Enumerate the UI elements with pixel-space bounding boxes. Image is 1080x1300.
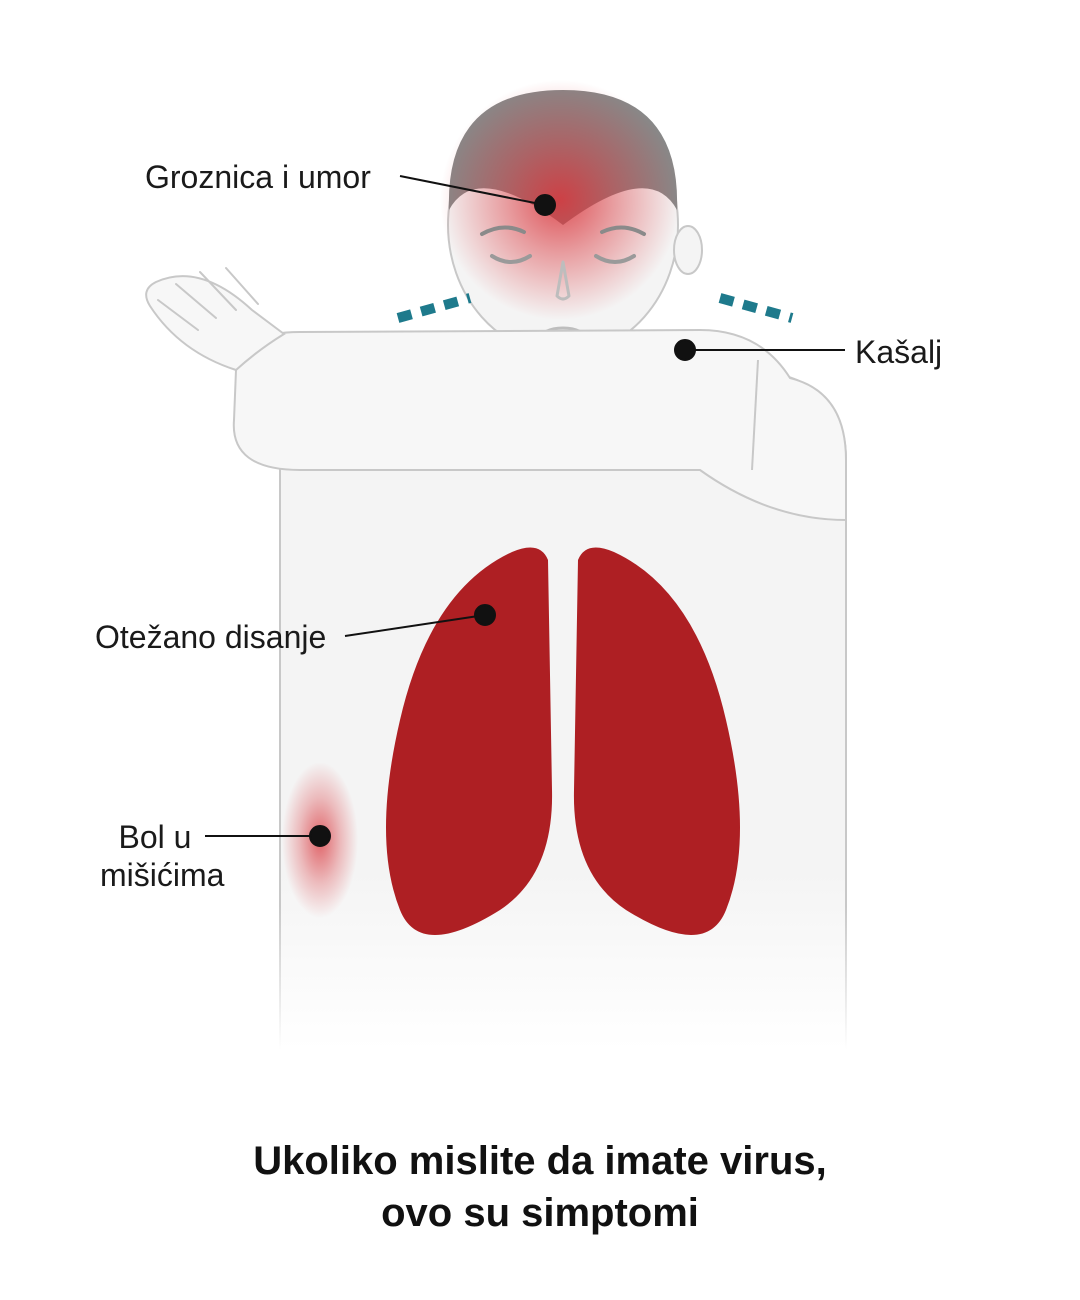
caption: Ukoliko mislite da imate virus, ovo su s… xyxy=(0,1135,1080,1239)
cough-dash-left xyxy=(398,298,470,318)
cough-dash-right xyxy=(720,298,792,318)
ear xyxy=(674,226,702,274)
label-fever: Groznica i umor xyxy=(145,158,371,196)
caption-l1: Ukoliko mislite da imate virus, xyxy=(253,1139,827,1183)
label-breath: Otežano disanje xyxy=(95,618,326,656)
label-muscle-l1: Bol u xyxy=(119,819,192,855)
label-muscle: Bol u mišićima xyxy=(100,818,210,895)
caption-l2: ovo su simptomi xyxy=(381,1191,699,1235)
label-cough: Kašalj xyxy=(855,333,942,371)
label-muscle-l2: mišićima xyxy=(100,857,224,893)
infographic-canvas: Groznica i umor Kašalj Otežano disanje B… xyxy=(0,0,1080,1300)
